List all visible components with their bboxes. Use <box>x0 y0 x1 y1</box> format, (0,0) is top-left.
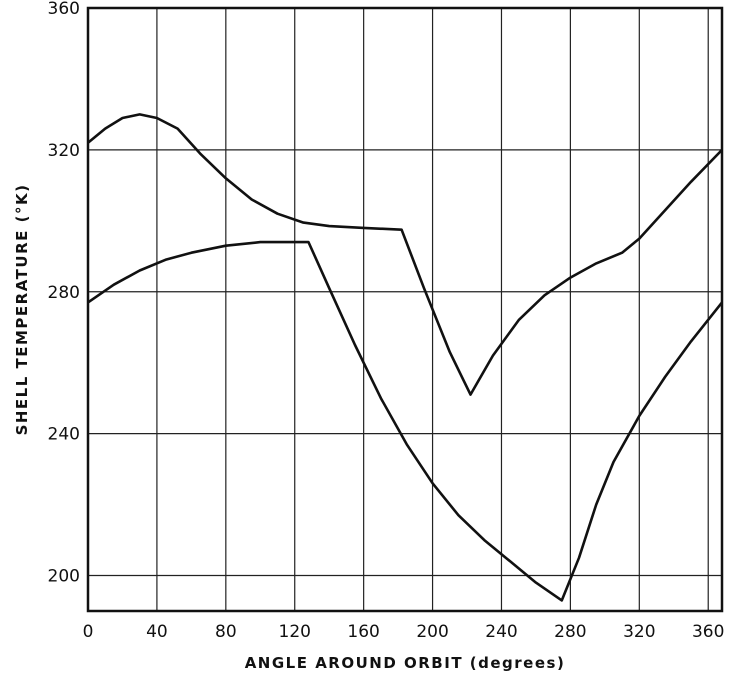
x-tick-label: 280 <box>554 622 586 642</box>
x-tick-label: 240 <box>485 622 517 642</box>
y-tick-label: 320 <box>48 141 80 161</box>
x-tick-label: 200 <box>416 622 448 642</box>
y-axis-title: SHELL TEMPERATURE (°K) <box>13 184 31 436</box>
y-tick-label: 200 <box>48 567 80 587</box>
x-tick-labels: 0 40 80 120 160 200 240 280 320 360 <box>83 622 725 642</box>
x-tick-label: 120 <box>279 622 311 642</box>
series-line-1 <box>87 113 723 396</box>
y-tick-labels: 200 240 280 320 360 <box>48 0 80 587</box>
x-tick-label: 160 <box>347 622 379 642</box>
x-axis-title: ANGLE AROUND ORBIT (degrees) <box>245 654 566 672</box>
y-tick-label: 360 <box>48 0 80 19</box>
y-tick-label: 280 <box>48 283 80 303</box>
x-tick-label: 360 <box>692 622 724 642</box>
x-tick-label: 320 <box>623 622 655 642</box>
x-tick-label: 80 <box>215 622 237 642</box>
gridlines <box>87 7 722 611</box>
x-tick-label: 0 <box>83 622 94 642</box>
series-layer <box>87 113 724 602</box>
plot-frame <box>86 6 724 613</box>
series-line-2 <box>87 240 724 602</box>
x-tick-label: 40 <box>146 622 168 642</box>
y-tick-label: 240 <box>48 425 80 445</box>
